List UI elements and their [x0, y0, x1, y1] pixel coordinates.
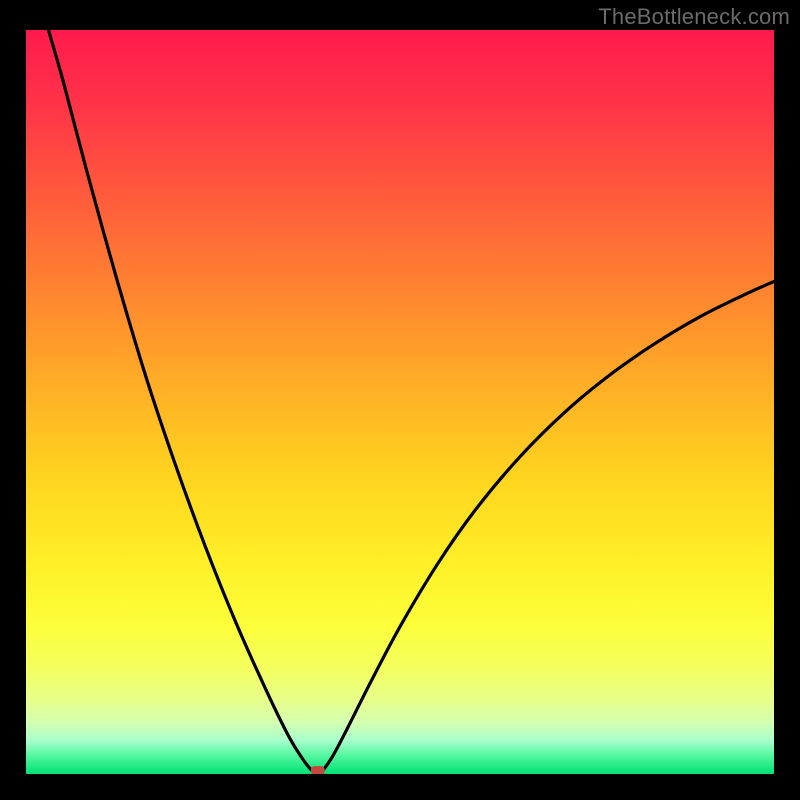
chart-plot-area — [26, 30, 774, 774]
chart-curve-layer — [26, 30, 774, 774]
minimum-marker — [311, 766, 325, 774]
watermark-text: TheBottleneck.com — [598, 4, 790, 30]
bottleneck-curve — [48, 30, 774, 773]
